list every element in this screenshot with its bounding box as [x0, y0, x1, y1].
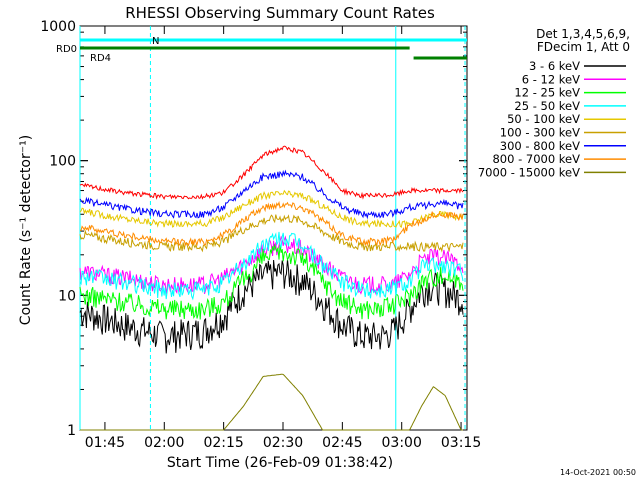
- state-label-rd0: RD0: [56, 44, 77, 55]
- x-tick-label: 02:00: [144, 435, 184, 451]
- series-line: [79, 235, 464, 296]
- x-tick-label: 02:45: [322, 435, 362, 451]
- x-axis-label: Start Time (26-Feb-09 01:38:42): [167, 455, 393, 471]
- legend-label: 100 - 300 keV: [500, 126, 580, 140]
- y-tick-label: 1: [67, 423, 76, 439]
- chart-title: RHESSI Observing Summary Count Rates: [125, 4, 435, 22]
- legend-header-1: Det 1,3,4,5,6,9,: [536, 27, 630, 41]
- legend-header-2: FDecim 1, Att 0: [537, 40, 630, 54]
- state-label-rd4: RD4: [90, 53, 111, 64]
- series-line: [79, 214, 464, 253]
- plot-frame: [79, 25, 468, 431]
- x-tick-label: 02:30: [263, 435, 303, 451]
- legend-label: 800 - 7000 keV: [492, 152, 580, 166]
- y-axis-label: Count Rate (s⁻¹ detector⁻¹): [18, 135, 34, 325]
- legend-label: 12 - 25 keV: [514, 86, 580, 100]
- series-line: [79, 200, 464, 247]
- x-tick-label: 01:45: [85, 435, 125, 451]
- legend-label: 25 - 50 keV: [514, 99, 580, 113]
- series-line: [79, 189, 464, 229]
- state-label-n: N: [152, 36, 159, 47]
- series-line: [79, 145, 464, 200]
- y-tick-label: 1000: [40, 19, 76, 35]
- series-line: [80, 373, 463, 431]
- legend-label: 6 - 12 keV: [522, 72, 580, 86]
- y-tick-label: 10: [58, 288, 76, 304]
- x-tick-label: 03:00: [382, 435, 422, 451]
- series-line: [79, 243, 464, 320]
- plot-area: 1 10 100 1000 01:45 02:00 02:15 02:30 02:45 03:00…: [40, 19, 481, 451]
- x-tick-label: 02:15: [203, 435, 243, 451]
- legend-label: 50 - 100 keV: [507, 112, 580, 126]
- legend-label: 7000 - 15000 keV: [478, 165, 580, 179]
- series-line: [79, 169, 464, 220]
- legend-label: 300 - 800 keV: [500, 139, 580, 153]
- series-line: [79, 231, 464, 301]
- footer-timestamp: 14-Oct-2021 00:50: [560, 468, 636, 477]
- legend-label: 3 - 6 keV: [529, 59, 580, 73]
- y-tick-label: 100: [49, 154, 76, 170]
- series-line: [79, 259, 464, 354]
- x-tick-label: 03:15: [441, 435, 481, 451]
